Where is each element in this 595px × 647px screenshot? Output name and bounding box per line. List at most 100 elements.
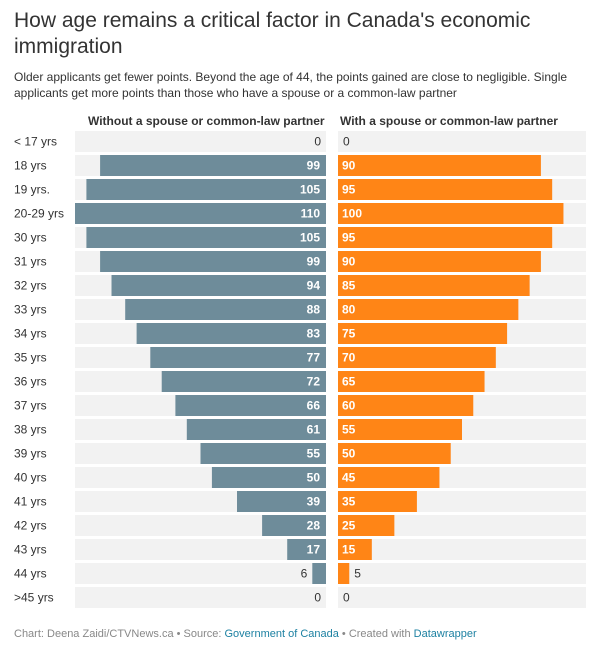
left-data-label: 50 (307, 471, 321, 485)
right-bar (338, 515, 395, 536)
chart-subtitle: Older applicants get fewer points. Beyon… (14, 70, 568, 100)
category-label: 39 yrs (14, 447, 47, 461)
right-data-label: 85 (342, 279, 356, 293)
right-bar (338, 467, 440, 488)
right-track (338, 131, 586, 152)
source-link[interactable]: Government of Canada (224, 628, 339, 640)
right-data-label: 35 (342, 495, 356, 509)
right-bar (338, 443, 451, 464)
right-data-label: 100 (342, 207, 362, 221)
category-label: 35 yrs (14, 351, 47, 365)
right-data-label: 0 (343, 135, 350, 149)
datawrapper-link[interactable]: Datawrapper (413, 628, 477, 640)
right-bar (338, 227, 553, 248)
right-data-label: 5 (354, 567, 361, 581)
left-data-label: 83 (307, 327, 321, 341)
left-bar (262, 515, 326, 536)
right-data-label: 15 (342, 543, 356, 557)
left-data-label: 105 (300, 183, 320, 197)
right-series-header: With a spouse or common-law partner (340, 114, 558, 128)
category-label: 43 yrs (14, 543, 47, 557)
split-bar-chart: < 17 yrs 0 0 18 yrs 99 90 19 yrs. 105 95 20-29 yr… (14, 131, 586, 608)
footer-credit: Chart: Deena Zaidi/CTVNews.ca (14, 628, 174, 640)
right-data-label: 95 (342, 183, 356, 197)
right-bar (338, 539, 372, 560)
left-data-label: 6 (301, 567, 308, 581)
left-data-label: 28 (307, 519, 321, 533)
category-label: 32 yrs (14, 279, 47, 293)
left-data-label: 0 (314, 591, 321, 605)
chart-title: How age remains a critical factor in Can… (14, 9, 531, 58)
left-data-label: 88 (307, 303, 321, 317)
right-track (338, 539, 586, 560)
right-bar (338, 419, 462, 440)
category-label: >45 yrs (14, 591, 54, 605)
left-data-label: 94 (307, 279, 321, 293)
left-bar (312, 563, 326, 584)
category-label: 31 yrs (14, 255, 47, 269)
right-bar (338, 491, 417, 512)
left-data-label: 17 (307, 543, 321, 557)
left-bar (75, 203, 326, 224)
chart-footer: Chart: Deena Zaidi/CTVNews.ca • Source: … (14, 628, 477, 640)
right-track (338, 587, 586, 608)
right-data-label: 70 (342, 351, 356, 365)
category-label: 36 yrs (14, 375, 47, 389)
left-data-label: 55 (307, 447, 321, 461)
left-track (75, 539, 326, 560)
left-bar (86, 179, 326, 200)
right-data-label: 50 (342, 447, 356, 461)
right-bar (338, 347, 496, 368)
category-label: 40 yrs (14, 471, 47, 485)
left-bar (200, 443, 326, 464)
right-data-label: 90 (342, 159, 356, 173)
left-bar (150, 347, 326, 368)
footer-separator-source: • Source: (173, 628, 225, 640)
category-label: 19 yrs. (14, 183, 50, 197)
category-label: 41 yrs (14, 495, 47, 509)
right-data-label: 55 (342, 423, 356, 437)
right-data-label: 0 (343, 591, 350, 605)
right-data-label: 65 (342, 375, 356, 389)
right-data-label: 80 (342, 303, 356, 317)
left-data-label: 39 (307, 495, 321, 509)
left-bar (86, 227, 326, 248)
left-data-label: 77 (307, 351, 321, 365)
left-bar (111, 275, 326, 296)
right-bar (338, 299, 519, 320)
category-label: 38 yrs (14, 423, 47, 437)
left-bar (211, 467, 326, 488)
category-label: 20-29 yrs (14, 207, 64, 221)
right-bar (338, 155, 541, 176)
right-bar (338, 203, 564, 224)
left-bar (161, 371, 326, 392)
right-track (338, 563, 586, 584)
right-bar (338, 275, 530, 296)
category-label: 33 yrs (14, 303, 47, 317)
right-bar (338, 563, 350, 584)
left-bar (287, 539, 326, 560)
right-bar (338, 179, 553, 200)
left-bar (136, 323, 326, 344)
right-data-label: 90 (342, 255, 356, 269)
left-data-label: 0 (314, 135, 321, 149)
left-bar (100, 155, 326, 176)
left-bar (237, 491, 326, 512)
left-data-label: 61 (307, 423, 321, 437)
left-bar (186, 419, 326, 440)
left-track (75, 563, 326, 584)
right-bar (338, 371, 485, 392)
left-data-label: 66 (307, 399, 321, 413)
left-data-label: 110 (301, 207, 321, 221)
left-series-header: Without a spouse or common-law partner (88, 114, 325, 128)
left-data-label: 72 (307, 375, 321, 389)
category-label: < 17 yrs (14, 135, 57, 149)
right-data-label: 25 (342, 519, 356, 533)
right-data-label: 45 (342, 471, 356, 485)
left-track (75, 587, 326, 608)
left-bar (100, 251, 326, 272)
left-data-label: 99 (307, 255, 321, 269)
footer-separator-tool: • Created with (338, 628, 414, 640)
right-bar (338, 251, 541, 272)
right-data-label: 60 (342, 399, 356, 413)
